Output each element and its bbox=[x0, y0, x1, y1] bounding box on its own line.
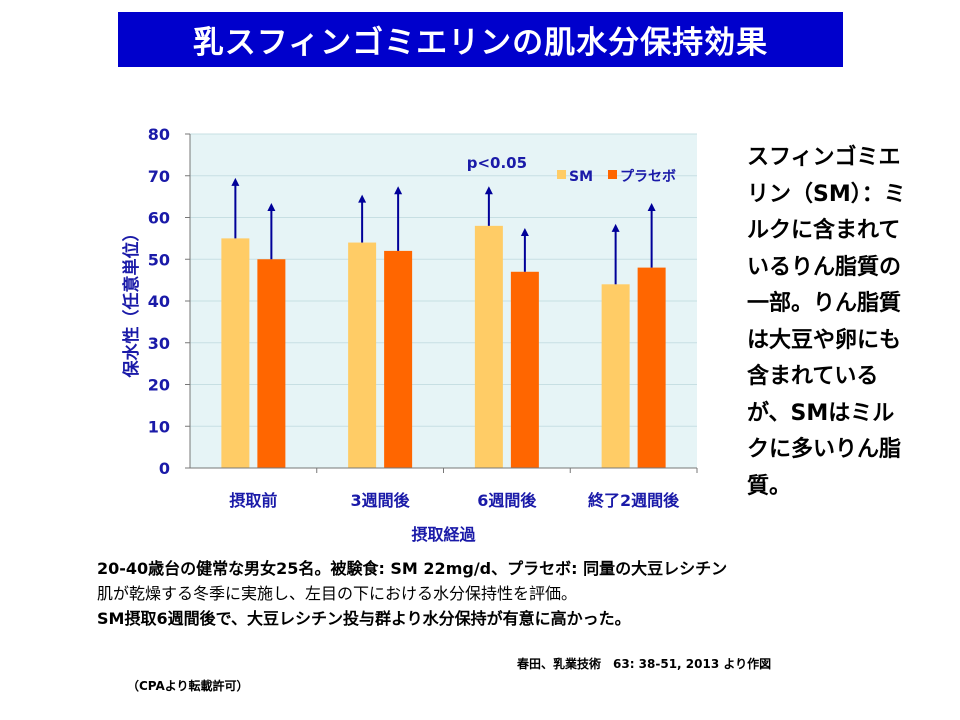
bar-sm bbox=[348, 242, 377, 468]
y-tick-label: 10 bbox=[148, 417, 170, 436]
legend-swatch-sm bbox=[557, 170, 566, 179]
y-tick-label: 70 bbox=[148, 167, 170, 186]
error-bar-arrowhead bbox=[484, 186, 493, 195]
y-tick-label: 0 bbox=[159, 459, 170, 478]
error-bar-arrowhead bbox=[231, 177, 240, 186]
bar-sm bbox=[601, 284, 630, 468]
y-tick-label: 30 bbox=[148, 334, 170, 353]
y-tick-label: 20 bbox=[148, 376, 170, 395]
x-tick-label: 摂取前 bbox=[229, 491, 277, 510]
error-bar-arrowhead bbox=[647, 202, 656, 211]
description-line-1: 20-40歳台の健常な男女25名。被験食: SM 22mg/d、プラセボ: 同量… bbox=[97, 559, 728, 578]
x-tick-label: 6週間後 bbox=[477, 491, 537, 510]
permission-note: （CPAより転載許可） bbox=[127, 679, 249, 693]
error-bar-arrowhead bbox=[394, 186, 403, 195]
y-tick-label: 80 bbox=[148, 125, 170, 144]
bar-placebo bbox=[637, 267, 666, 468]
bars-layer bbox=[221, 225, 666, 468]
bar-placebo bbox=[257, 259, 286, 468]
bar-sm bbox=[221, 238, 250, 468]
legend-label-placebo: プラセボ bbox=[620, 169, 676, 185]
study-description: 20-40歳台の健常な男女25名。被験食: SM 22mg/d、プラセボ: 同量… bbox=[97, 556, 897, 631]
description-line-2: 肌が乾燥する冬季に実施し、左目の下における水分保持性を評価。 bbox=[97, 584, 578, 603]
error-bar-arrowhead bbox=[358, 194, 367, 203]
error-bar-arrowhead bbox=[267, 202, 276, 211]
legend-label-sm: SM bbox=[569, 169, 593, 185]
error-bars-layer bbox=[231, 177, 656, 285]
error-bar-arrowhead bbox=[611, 223, 620, 232]
x-tick-label: 3週間後 bbox=[351, 491, 411, 510]
error-bar-arrowhead bbox=[520, 228, 529, 237]
description-line-3: SM摂取6週間後で、大豆レシチン投与群より水分保持が有意に高かった。 bbox=[97, 609, 631, 628]
y-tick-label: 50 bbox=[148, 250, 170, 269]
y-tick-label: 60 bbox=[148, 209, 170, 228]
bar-placebo bbox=[510, 271, 539, 468]
significance-annotation: p<0.05 bbox=[467, 154, 527, 172]
side-note: スフィンゴミエリン（SM）：ミルクに含まれているりん脂質の一部。りん脂質は大豆や… bbox=[747, 145, 906, 499]
citation: 春田、乳業技術 63: 38-51, 2013 より作図 bbox=[517, 657, 772, 671]
x-axis-label: 摂取経過 bbox=[411, 525, 476, 544]
page-title: 乳スフィンゴミエリンの肌水分保持効果 bbox=[118, 12, 843, 67]
bar-placebo bbox=[384, 250, 413, 468]
axes-layer: 0 10 20 30 40 50 60 70 80 摂取前 3週間後 6週間後 終了2週間後 bbox=[148, 125, 698, 510]
bar-sm bbox=[474, 225, 503, 468]
legend: SM プラセボ bbox=[557, 169, 676, 185]
y-tick-label: 40 bbox=[148, 292, 170, 311]
x-tick-label: 終了2週間後 bbox=[588, 491, 680, 510]
y-axis-label: 保水性（任意単位） bbox=[121, 225, 142, 379]
legend-swatch-placebo bbox=[608, 170, 617, 179]
